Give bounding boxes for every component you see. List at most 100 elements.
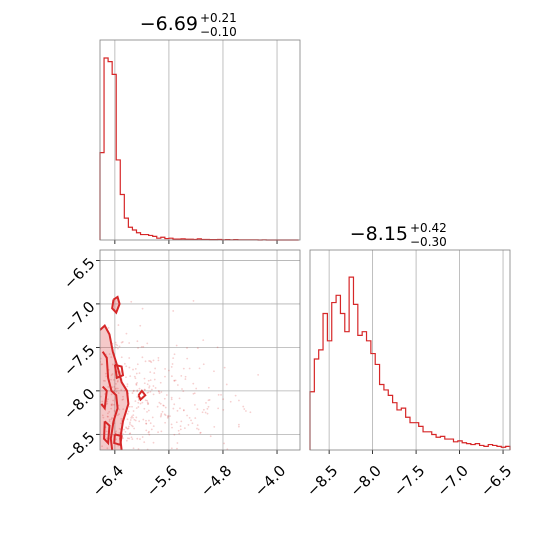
scatter-point: [170, 396, 173, 399]
scatter-point: [157, 357, 160, 359]
scatter-point: [122, 395, 124, 398]
scatter-point: [117, 392, 120, 394]
scatter-point: [196, 427, 198, 430]
scatter-point: [190, 419, 192, 422]
scatter-point: [170, 398, 173, 401]
scatter-point: [112, 403, 115, 406]
scatter-point: [115, 382, 117, 385]
scatter-point: [138, 420, 141, 423]
scatter-point: [120, 389, 123, 391]
scatter-point: [148, 433, 151, 436]
scatter-point: [133, 427, 136, 430]
scatter-point: [164, 421, 167, 424]
scatter-point: [217, 407, 220, 410]
scatter-point: [134, 367, 137, 370]
title-value: −6.69: [140, 13, 198, 35]
scatter-point: [107, 415, 109, 418]
scatter-point: [191, 422, 194, 425]
scatter-point: [148, 360, 151, 362]
scatter-point: [122, 437, 124, 440]
scatter-point: [142, 345, 145, 348]
scatter-point: [136, 390, 139, 393]
scatter-point: [101, 414, 104, 417]
scatter-point: [115, 438, 118, 441]
scatter-point: [116, 380, 119, 383]
scatter-point: [132, 447, 135, 450]
scatter-point: [167, 369, 170, 372]
scatter-point: [147, 379, 150, 382]
scatter-point: [101, 400, 104, 403]
scatter-point: [123, 389, 126, 392]
scatter-point: [133, 418, 136, 421]
axes-frame: [309, 249, 511, 451]
scatter-point: [216, 346, 219, 349]
scatter-point: [100, 363, 103, 366]
scatter-point: [143, 407, 146, 410]
scatter-point: [135, 407, 138, 410]
scatter-point: [110, 356, 113, 359]
scatter-point: [184, 375, 187, 378]
scatter-point: [213, 425, 216, 428]
scatter-point: [159, 415, 162, 418]
scatter-point: [152, 385, 155, 387]
scatter-point: [160, 430, 163, 433]
scatter-point: [145, 419, 147, 422]
scatter-point: [146, 391, 149, 394]
scatter-point: [179, 428, 182, 431]
scatter-point: [143, 377, 146, 380]
scatter-point: [187, 424, 190, 426]
panel-title: −8.15 +0.42−0.30: [350, 221, 447, 249]
scatter-point: [140, 345, 143, 348]
scatter-point: [128, 437, 131, 440]
scatter-point: [125, 427, 128, 430]
axes-frame: [99, 249, 301, 451]
scatter-point: [206, 407, 209, 410]
scatter-point: [152, 393, 155, 396]
scatter-point: [141, 356, 144, 359]
scatter-point: [146, 342, 149, 345]
scatter-point: [177, 429, 180, 432]
scatter-point: [163, 413, 166, 416]
scatter-point: [113, 390, 116, 392]
scatter-point: [172, 310, 175, 312]
scatter-point: [192, 382, 195, 385]
scatter-point: [143, 388, 146, 391]
scatter-point: [116, 347, 119, 350]
scatter-point: [156, 405, 159, 408]
scatter-point: [147, 431, 150, 434]
scatter-point: [121, 341, 124, 343]
scatter-point: [119, 422, 122, 425]
scatter-point: [100, 395, 102, 398]
scatter-point: [158, 390, 160, 393]
y-tick-label: −8.0: [60, 385, 98, 423]
scatter-point: [188, 416, 191, 419]
scatter-point: [181, 388, 183, 390]
scatter-point: [138, 372, 141, 375]
scatter-point: [220, 393, 222, 396]
x-tick-label: −8.5: [303, 462, 341, 500]
scatter-point: [132, 416, 134, 419]
scatter-point: [237, 423, 240, 426]
scatter-point: [129, 375, 132, 378]
scatter-point: [135, 372, 138, 375]
scatter-point: [132, 390, 135, 393]
scatter-point: [222, 398, 225, 401]
scatter-point: [206, 412, 209, 415]
scatter-point: [201, 411, 204, 414]
scatter-point: [204, 411, 207, 414]
scatter-point: [180, 420, 183, 423]
scatter-point: [125, 426, 127, 429]
scatter-point: [113, 385, 116, 388]
scatter-point: [120, 356, 123, 359]
scatter-point: [127, 410, 130, 413]
title-value: −8.15: [350, 223, 408, 245]
scatter-point: [139, 438, 141, 440]
scatter-point: [166, 416, 169, 419]
scatter-point: [106, 400, 109, 403]
scatter-point: [123, 362, 126, 365]
scatter-point: [142, 418, 145, 421]
scatter-point: [110, 393, 113, 396]
x-tick-label: −6.5: [477, 462, 515, 500]
scatter-point: [107, 326, 110, 329]
scatter-point: [138, 387, 141, 390]
